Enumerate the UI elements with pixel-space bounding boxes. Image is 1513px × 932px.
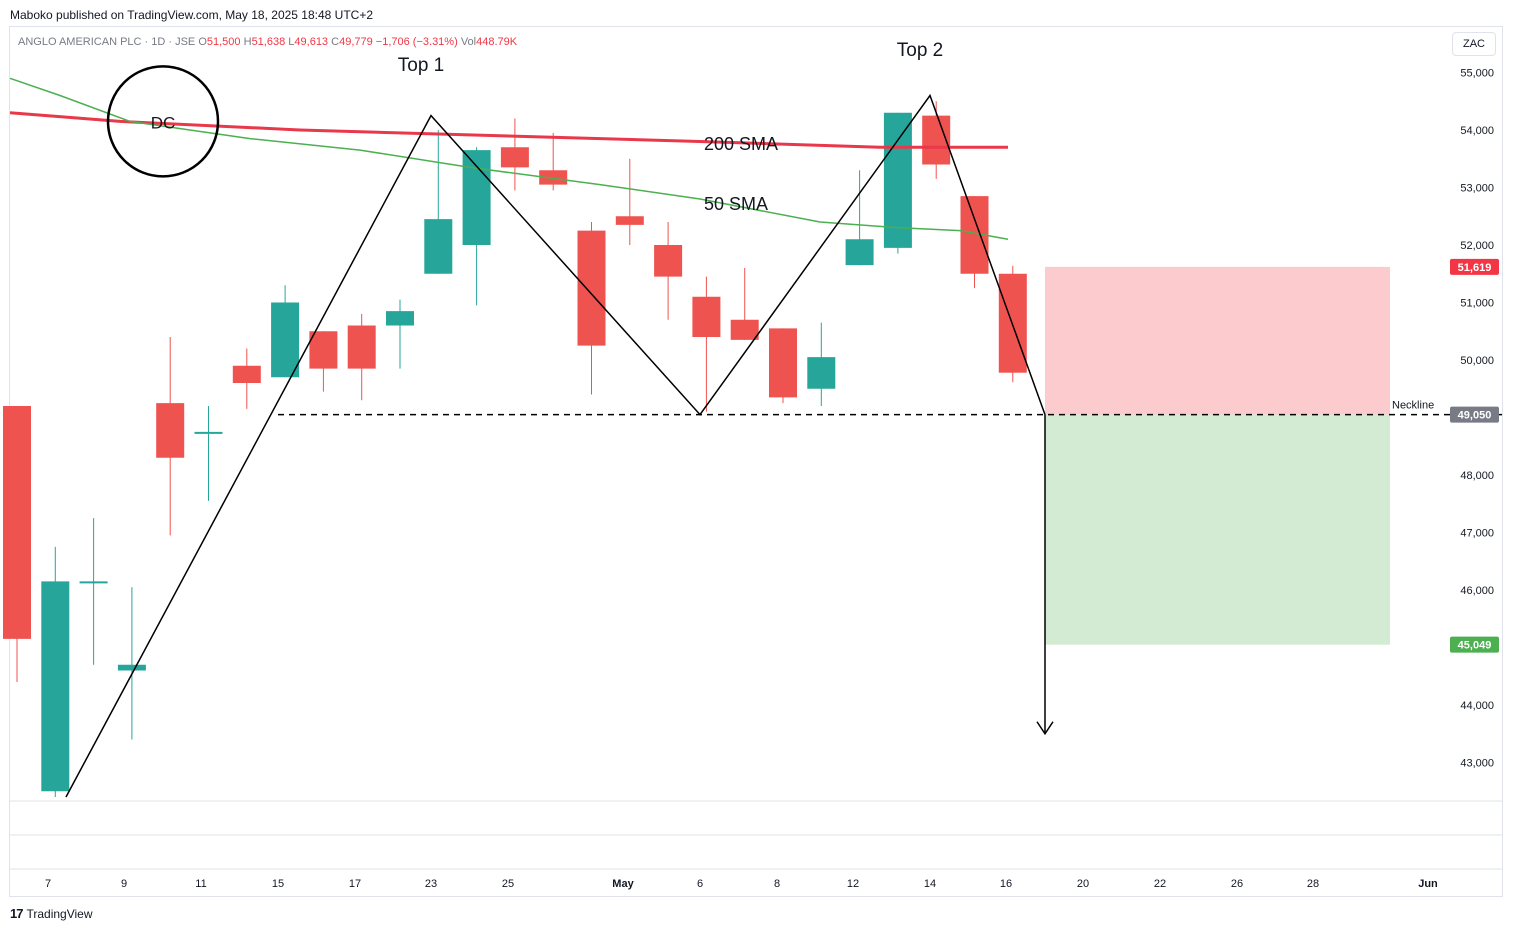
candle-body[interactable]	[232, 365, 261, 383]
candle-body[interactable]	[386, 311, 414, 326]
target-arrow-head-icon	[1036, 721, 1054, 736]
y-axis-tick: 50,000	[1460, 355, 1494, 367]
neckline-price-badge	[1450, 406, 1499, 423]
candle-body[interactable]	[883, 112, 912, 248]
x-axis-tick: 15	[272, 878, 284, 890]
x-axis-tick: 12	[847, 878, 859, 890]
x-axis-tick: 26	[1231, 878, 1243, 890]
x-axis-tick: 11	[195, 878, 206, 890]
x-axis-tick: 6	[697, 878, 703, 890]
stop-loss-zone[interactable]	[1045, 266, 1390, 415]
candle-body[interactable]	[615, 216, 644, 225]
candle-body[interactable]	[654, 245, 683, 277]
candle-body[interactable]	[156, 403, 185, 458]
x-axis-tick: Jun	[1418, 878, 1438, 890]
candle-body[interactable]	[117, 664, 146, 671]
y-axis-tick: 43,000	[1460, 758, 1494, 770]
x-axis-tick: 22	[1154, 878, 1166, 890]
high-value: 51,638	[251, 36, 286, 48]
last-price-text: 51,619	[1458, 262, 1492, 274]
candle-body[interactable]	[769, 328, 797, 398]
candle-body[interactable]	[194, 431, 223, 434]
x-axis-tick: 14	[924, 878, 936, 890]
volume-value: 448.79K	[476, 36, 518, 48]
change-value: −1,706 (−3.31%)	[375, 36, 458, 48]
close-value: 49,779	[339, 36, 373, 48]
sma-200-label: 200 SMA	[704, 134, 778, 154]
x-axis-tick: 7	[45, 878, 51, 890]
candle-body[interactable]	[577, 230, 606, 346]
sma-50-line[interactable]	[9, 77, 1009, 241]
y-axis-tick: 55,000	[1460, 68, 1494, 80]
target-price-text: 45,049	[1458, 640, 1492, 652]
take-profit-zone[interactable]	[1045, 414, 1390, 645]
candle-body[interactable]	[730, 319, 759, 340]
currency-button[interactable]: ZAC	[1452, 32, 1496, 56]
dc-circle[interactable]	[106, 65, 220, 178]
x-axis-tick: May	[612, 878, 634, 890]
candle-body[interactable]	[462, 150, 491, 245]
open-value: 51,500	[206, 36, 241, 48]
low-value: 49,613	[294, 36, 329, 48]
publisher-info: Maboko published on TradingView.com, May…	[10, 8, 373, 22]
y-axis-tick: 48,000	[1460, 470, 1494, 482]
x-axis-tick: 28	[1307, 878, 1319, 890]
candle-body[interactable]	[3, 406, 31, 639]
x-axis-tick: 17	[349, 878, 361, 890]
candle-body[interactable]	[271, 302, 300, 378]
dc-label: DC	[151, 113, 176, 132]
y-axis-tick: 53,000	[1460, 183, 1494, 195]
x-axis-tick: 9	[121, 878, 127, 890]
y-axis-tick: 52,000	[1460, 240, 1494, 252]
y-axis-tick: 47,000	[1460, 528, 1494, 540]
y-axis-tick: 54,000	[1460, 125, 1494, 137]
symbol-info: ANGLO AMERICAN PLC · 1D · JSE O51,500 H5…	[18, 36, 518, 48]
x-axis-tick: 25	[502, 878, 514, 890]
symbol-name[interactable]: ANGLO AMERICAN PLC · 1D · JSE	[18, 36, 196, 48]
y-axis-tick: 46,000	[1460, 585, 1494, 597]
candle-body[interactable]	[692, 296, 721, 337]
candle-body[interactable]	[539, 170, 568, 185]
x-axis-tick: 16	[1000, 878, 1012, 890]
sma-200-line[interactable]	[9, 111, 1008, 149]
tradingview-logo[interactable]: 17 TradingView	[10, 906, 93, 921]
candle-body[interactable]	[347, 325, 376, 369]
target-price-badge	[1450, 636, 1499, 653]
neckline-price-text: 49,050	[1458, 410, 1492, 422]
y-axis-tick: 51,000	[1460, 298, 1494, 310]
y-axis-tick: 44,000	[1460, 700, 1494, 712]
tradingview-logo-icon: 17	[10, 906, 24, 921]
candle-body[interactable]	[79, 581, 108, 584]
candle-body[interactable]	[807, 357, 836, 389]
tradingview-logo-text: TradingView	[26, 906, 93, 921]
sma-50-label: 50 SMA	[704, 194, 768, 214]
candle-body[interactable]	[845, 239, 874, 266]
candle-body[interactable]	[41, 581, 70, 792]
candle-body[interactable]	[424, 219, 453, 274]
neckline-label: Neckline	[1392, 400, 1434, 412]
candle-body[interactable]	[309, 331, 338, 369]
x-axis-tick: 23	[425, 878, 437, 890]
candle-body[interactable]	[500, 147, 529, 168]
top-2-label: Top 2	[897, 40, 943, 61]
last-price-badge	[1450, 258, 1499, 275]
x-axis-tick: 20	[1077, 878, 1089, 890]
x-axis-tick: 8	[774, 878, 780, 890]
top-1-label: Top 1	[398, 55, 444, 76]
